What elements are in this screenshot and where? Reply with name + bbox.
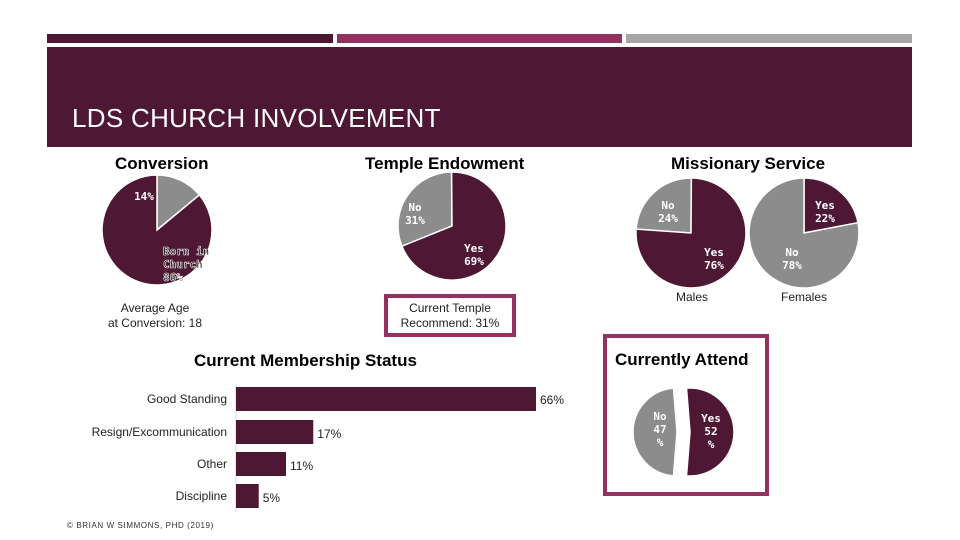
conversion-note-line2: at Conversion: 18 (107, 316, 203, 330)
membership-bar-3 (236, 484, 259, 508)
temple-recommend-box (384, 294, 516, 337)
temple-slice-label-1: Yes 69% (464, 242, 484, 268)
conversion-note-line1: Average Age (120, 301, 190, 315)
males-slice-yes (635, 177, 747, 289)
membership-category-label-0: Good Standing (147, 392, 227, 406)
membership-value-label-0: 66% (540, 393, 564, 407)
membership-bar-chart: Good Standing 66% Resign/Excommunication 17… (92, 384, 564, 512)
females-label: Females (780, 290, 827, 304)
males-slice-label-0: No 24% (658, 199, 678, 225)
conversion-title: Conversion (115, 154, 209, 173)
slide-title: LDS CHURCH INVOLVEMENT (72, 103, 441, 133)
conversion-slice-label-1: Born in Church 86% (163, 245, 209, 284)
accent-bar-magenta (337, 34, 622, 43)
attend-slice-label-1: Yes 52% (701, 412, 721, 451)
males-label: Males (675, 290, 708, 304)
females-slice-label-1: No 78% (782, 246, 802, 272)
missionary-title: Missionary Service (671, 154, 826, 173)
membership-bar-2 (236, 452, 286, 476)
attend-box (603, 334, 769, 496)
conversion-pie: 14% Born in Church 86% (101, 174, 213, 286)
attend-slice-yes (685, 387, 735, 477)
temple-note-line2: Recommend: 31% (400, 316, 500, 330)
accent-bar-maroon (47, 34, 333, 43)
membership-value-label-2: 11% (290, 459, 313, 473)
females-pie: Yes 22% No 78% (748, 177, 860, 289)
attend-slice-label-0: No 47% (653, 410, 667, 449)
footer-copyright: © BRIAN W SIMMONS, PHD (2019) (67, 521, 214, 530)
temple-pie: No 31% Yes 69% (397, 171, 507, 281)
males-slice-label-1: Yes 76% (704, 246, 724, 272)
females-slice-yes (803, 177, 859, 234)
membership-bar-0 (236, 387, 536, 411)
membership-category-label-3: Discipline (176, 489, 228, 503)
conversion-note: Average Age at Conversion: 18 (95, 301, 215, 331)
attend-title: Currently Attend (615, 350, 749, 369)
membership-category-label-2: Other (197, 457, 227, 471)
temple-note-line1: Current Temple (409, 301, 491, 315)
temple-slice-yes (400, 171, 507, 281)
females-slice-no (748, 177, 860, 289)
membership-title: Current Membership Status (194, 351, 417, 370)
membership-value-label-1: 17% (317, 427, 341, 441)
title-band: LDS CHURCH INVOLVEMENT (47, 47, 912, 147)
membership-category-label-1: Resign/Excommunication (92, 425, 227, 439)
membership-value-label-3: 5% (263, 491, 281, 505)
conversion-slice-born-in-church (101, 174, 213, 286)
females-slice-label-0: Yes 22% (815, 199, 835, 225)
temple-title: Temple Endowment (365, 154, 525, 173)
conversion-slice-label-0: 14% (134, 190, 154, 203)
temple-slice-label-0: No 31% (405, 201, 425, 227)
accent-bar-grey (626, 34, 912, 43)
males-pie: No 24% Yes 76% (635, 177, 747, 289)
attend-slice-no (632, 387, 678, 477)
membership-bar-1 (236, 420, 314, 444)
temple-note: Current Temple Recommend: 31% (388, 301, 512, 331)
males-slice-no (635, 177, 693, 234)
attend-pie: No 47 % Yes 52% (632, 387, 735, 477)
temple-slice-no (397, 171, 453, 248)
